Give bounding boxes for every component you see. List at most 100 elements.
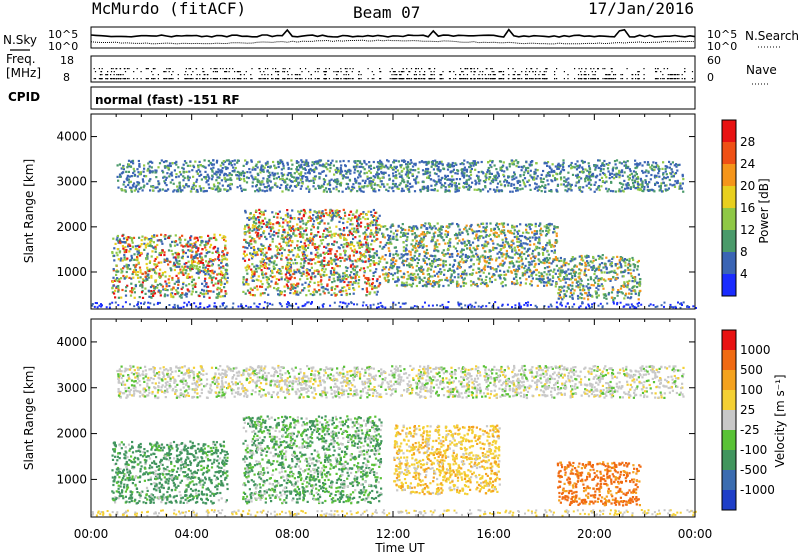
nave-marker (202, 78, 204, 80)
data-cell (535, 230, 539, 233)
data-cell (124, 294, 128, 297)
ground-scatter-cell (266, 304, 269, 307)
data-cell (426, 282, 429, 285)
data-cell (309, 236, 312, 239)
freq-marker (93, 68, 95, 70)
data-cell (271, 226, 274, 229)
data-cell (197, 270, 200, 273)
data-cell (433, 249, 436, 252)
data-cell (169, 260, 172, 264)
data-cell (165, 259, 169, 262)
data-cell (587, 298, 590, 301)
data-cell (522, 231, 525, 234)
data-cell (272, 261, 276, 264)
data-cell (442, 265, 445, 268)
data-cell (443, 273, 446, 276)
data-cell (196, 261, 199, 265)
data-cell (278, 268, 281, 271)
data-cell (146, 252, 149, 255)
data-cell (298, 211, 302, 214)
nave-marker (389, 78, 391, 80)
data-cell (324, 287, 327, 290)
data-cell (413, 232, 416, 235)
data-cell (533, 243, 536, 246)
data-cell (341, 256, 344, 259)
data-cell (425, 285, 428, 288)
freq-marker (297, 74, 299, 76)
freq-marker (192, 71, 194, 73)
ground-scatter-cell (279, 303, 282, 306)
data-cell (365, 245, 368, 248)
data-cell (331, 216, 334, 219)
data-cell (353, 248, 357, 251)
data-cell (339, 256, 342, 259)
noise-sky-line (90, 28, 696, 38)
freq-marker (470, 71, 472, 73)
data-cell (438, 243, 441, 246)
data-cell (553, 251, 556, 254)
data-cell (623, 282, 626, 285)
data-cell (253, 251, 256, 254)
data-cell (302, 222, 305, 225)
nave-marker (674, 78, 676, 80)
data-cell (432, 270, 436, 273)
ground-scatter-cell (686, 305, 689, 307)
data-cell (366, 266, 369, 269)
nave-marker (172, 78, 174, 80)
data-cell (255, 264, 258, 267)
data-cell (435, 249, 438, 252)
data-cell (503, 273, 506, 277)
freq-marker (577, 74, 580, 76)
data-cell (202, 263, 205, 267)
data-cell (373, 263, 376, 266)
data-cell (292, 254, 295, 257)
data-cell (630, 275, 633, 278)
data-cell (293, 247, 296, 250)
data-cell (527, 231, 530, 235)
data-cell (309, 280, 312, 284)
data-cell (511, 250, 514, 253)
data-cell (616, 267, 619, 270)
data-cell (281, 234, 284, 237)
data-cell (260, 285, 264, 288)
date-label: 17/Jan/2016 (588, 0, 694, 18)
nave-marker (479, 78, 481, 80)
nave-marker (494, 78, 496, 80)
data-cell (495, 235, 498, 238)
data-cell (325, 263, 328, 266)
data-cell (414, 278, 417, 281)
data-cell (618, 266, 621, 269)
ground-scatter-cell (186, 303, 189, 306)
data-cell (680, 187, 683, 190)
data-cell (597, 277, 600, 280)
ground-scatter-cell (121, 305, 124, 308)
ground-scatter-cell (640, 303, 643, 306)
data-cell (431, 284, 434, 287)
data-cell (297, 248, 300, 251)
nave-marker (154, 78, 156, 80)
freq-marker (605, 74, 607, 76)
data-cell (326, 284, 329, 287)
data-cell (133, 287, 136, 290)
nave-marker (538, 78, 540, 80)
data-cell (210, 281, 213, 284)
freq-marker (107, 71, 109, 73)
data-cell (483, 265, 486, 269)
nave-marker (286, 78, 289, 80)
data-cell (391, 224, 394, 227)
data-cell (440, 228, 443, 231)
data-cell (410, 243, 413, 246)
nave-marker (554, 78, 556, 80)
data-cell (364, 256, 367, 259)
data-cell (407, 277, 410, 280)
data-cell (333, 260, 336, 263)
data-cell (371, 285, 374, 288)
data-cell (150, 292, 153, 295)
data-cell (242, 252, 245, 255)
data-cell (433, 281, 436, 284)
data-cell (495, 224, 498, 227)
data-cell (153, 287, 156, 290)
data-cell (513, 253, 516, 256)
ground-scatter-cell (501, 303, 504, 306)
freq-marker (430, 74, 432, 76)
